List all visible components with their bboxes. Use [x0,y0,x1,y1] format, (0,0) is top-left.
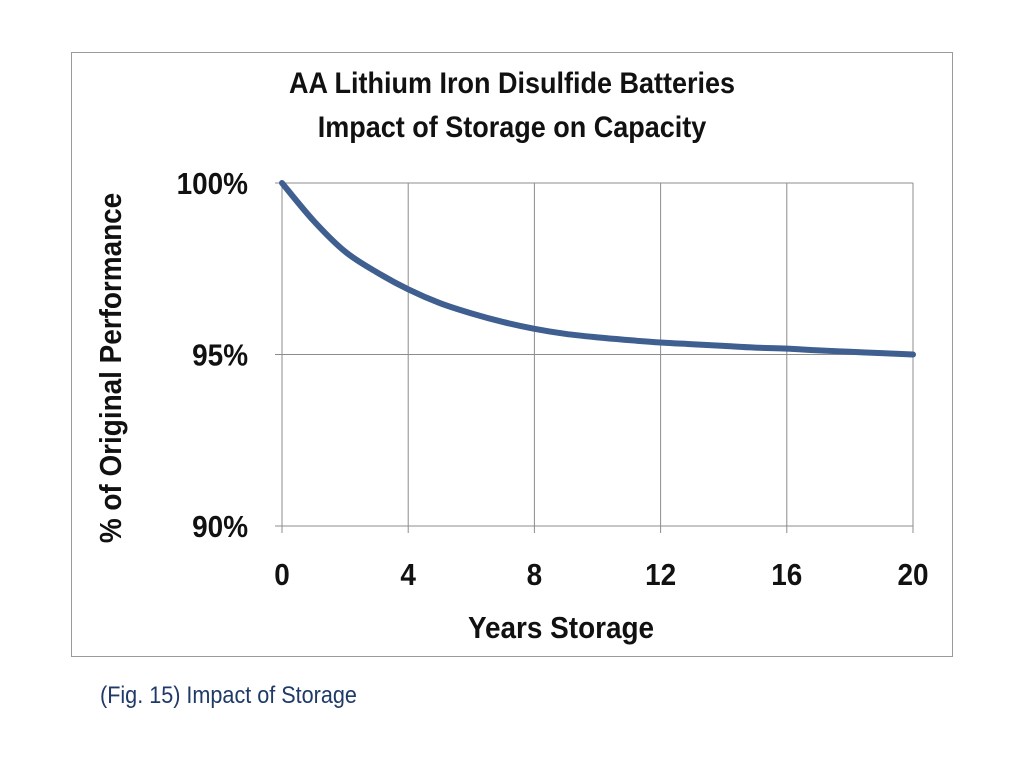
x-tick-label: 8 [527,558,543,593]
x-axis-title: Years Storage [468,611,654,646]
y-tick-label: 95% [192,338,248,373]
chart-title-line-2: Impact of Storage on Capacity [317,111,707,144]
series-line-0 [279,180,916,358]
x-tick-label: 4 [400,558,416,593]
figure-caption: (Fig. 15) Impact of Storage [100,682,357,709]
series-layer [279,180,916,358]
grid-lines [275,182,914,533]
chart-title-line-1: AA Lithium Iron Disulfide Batteries [288,67,736,100]
y-tick-labels: 90% 95% 100% [177,167,248,545]
y-tick-label: 100% [177,167,248,202]
y-axis-title: % of Original Performance [94,193,129,543]
x-tick-label: 16 [771,558,802,593]
chart-title: AA Lithium Iron Disulfide Batteries Impa… [115,62,909,150]
x-tick-label: 12 [645,558,676,593]
x-tick-label: 20 [897,558,928,593]
x-tick-labels: 0 4 8 12 16 20 [274,558,928,593]
x-tick-label: 0 [274,558,290,593]
y-tick-label: 90% [192,510,248,545]
